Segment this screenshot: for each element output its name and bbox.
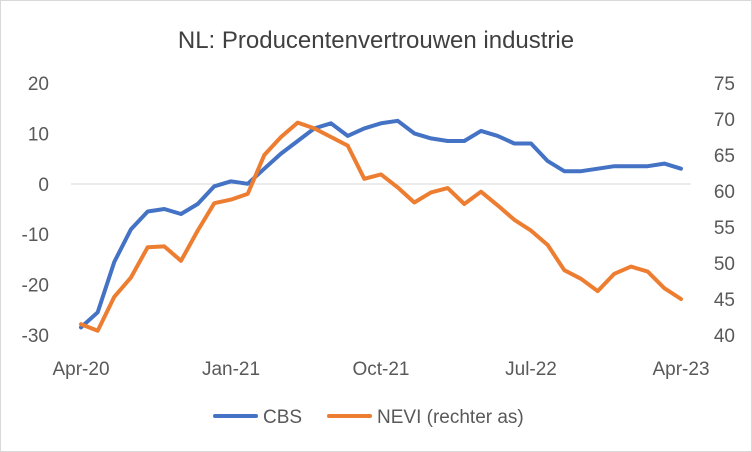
right-tick-label: 70 xyxy=(714,110,735,131)
right-tick-label: 65 xyxy=(714,146,735,167)
right-axis-ticks: 40 45 50 55 60 65 70 75 xyxy=(714,74,735,347)
x-axis-ticks: Apr-20 Jan-21 Oct-21 Jul-22 Apr-23 xyxy=(52,359,709,380)
left-axis-ticks: -30 -20 -10 0 10 20 xyxy=(22,74,49,347)
left-tick-label: -20 xyxy=(22,276,49,297)
legend-label-cbs: CBS xyxy=(263,407,302,428)
left-tick-label: -10 xyxy=(22,225,49,246)
right-tick-label: 60 xyxy=(714,182,735,203)
right-tick-label: 40 xyxy=(714,326,735,347)
x-tick-label: Jul-22 xyxy=(505,359,557,380)
legend: CBS NEVI (rechter as) xyxy=(213,407,524,428)
right-tick-label: 75 xyxy=(714,74,735,95)
x-tick-label: Apr-23 xyxy=(652,359,709,380)
chart-title: NL: Producentenvertrouwen industrie xyxy=(178,27,574,54)
left-tick-label: -30 xyxy=(22,326,49,347)
series-line-nevi xyxy=(79,120,683,333)
legend-label-nevi: NEVI (rechter as) xyxy=(377,407,524,428)
series-layer xyxy=(79,118,683,333)
right-tick-label: 55 xyxy=(714,218,735,239)
series-line-cbs xyxy=(79,118,683,330)
x-tick-label: Jan-21 xyxy=(202,359,260,380)
x-tick-label: Apr-20 xyxy=(52,359,109,380)
right-tick-label: 45 xyxy=(714,290,735,311)
left-tick-label: 20 xyxy=(28,74,49,95)
right-tick-label: 50 xyxy=(714,254,735,275)
left-tick-label: 10 xyxy=(28,124,49,145)
left-tick-label: 0 xyxy=(38,175,49,196)
x-tick-label: Oct-21 xyxy=(352,359,409,380)
